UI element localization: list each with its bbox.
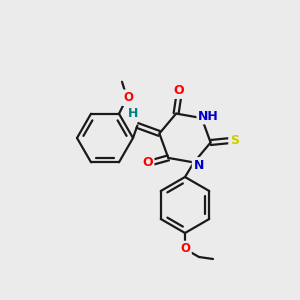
Text: O: O <box>123 91 133 104</box>
Text: O: O <box>174 84 184 97</box>
Text: S: S <box>230 134 239 147</box>
Text: N: N <box>194 159 204 172</box>
Text: O: O <box>142 156 153 170</box>
Text: NH: NH <box>198 110 219 123</box>
Text: H: H <box>128 107 139 120</box>
Text: O: O <box>180 242 190 256</box>
